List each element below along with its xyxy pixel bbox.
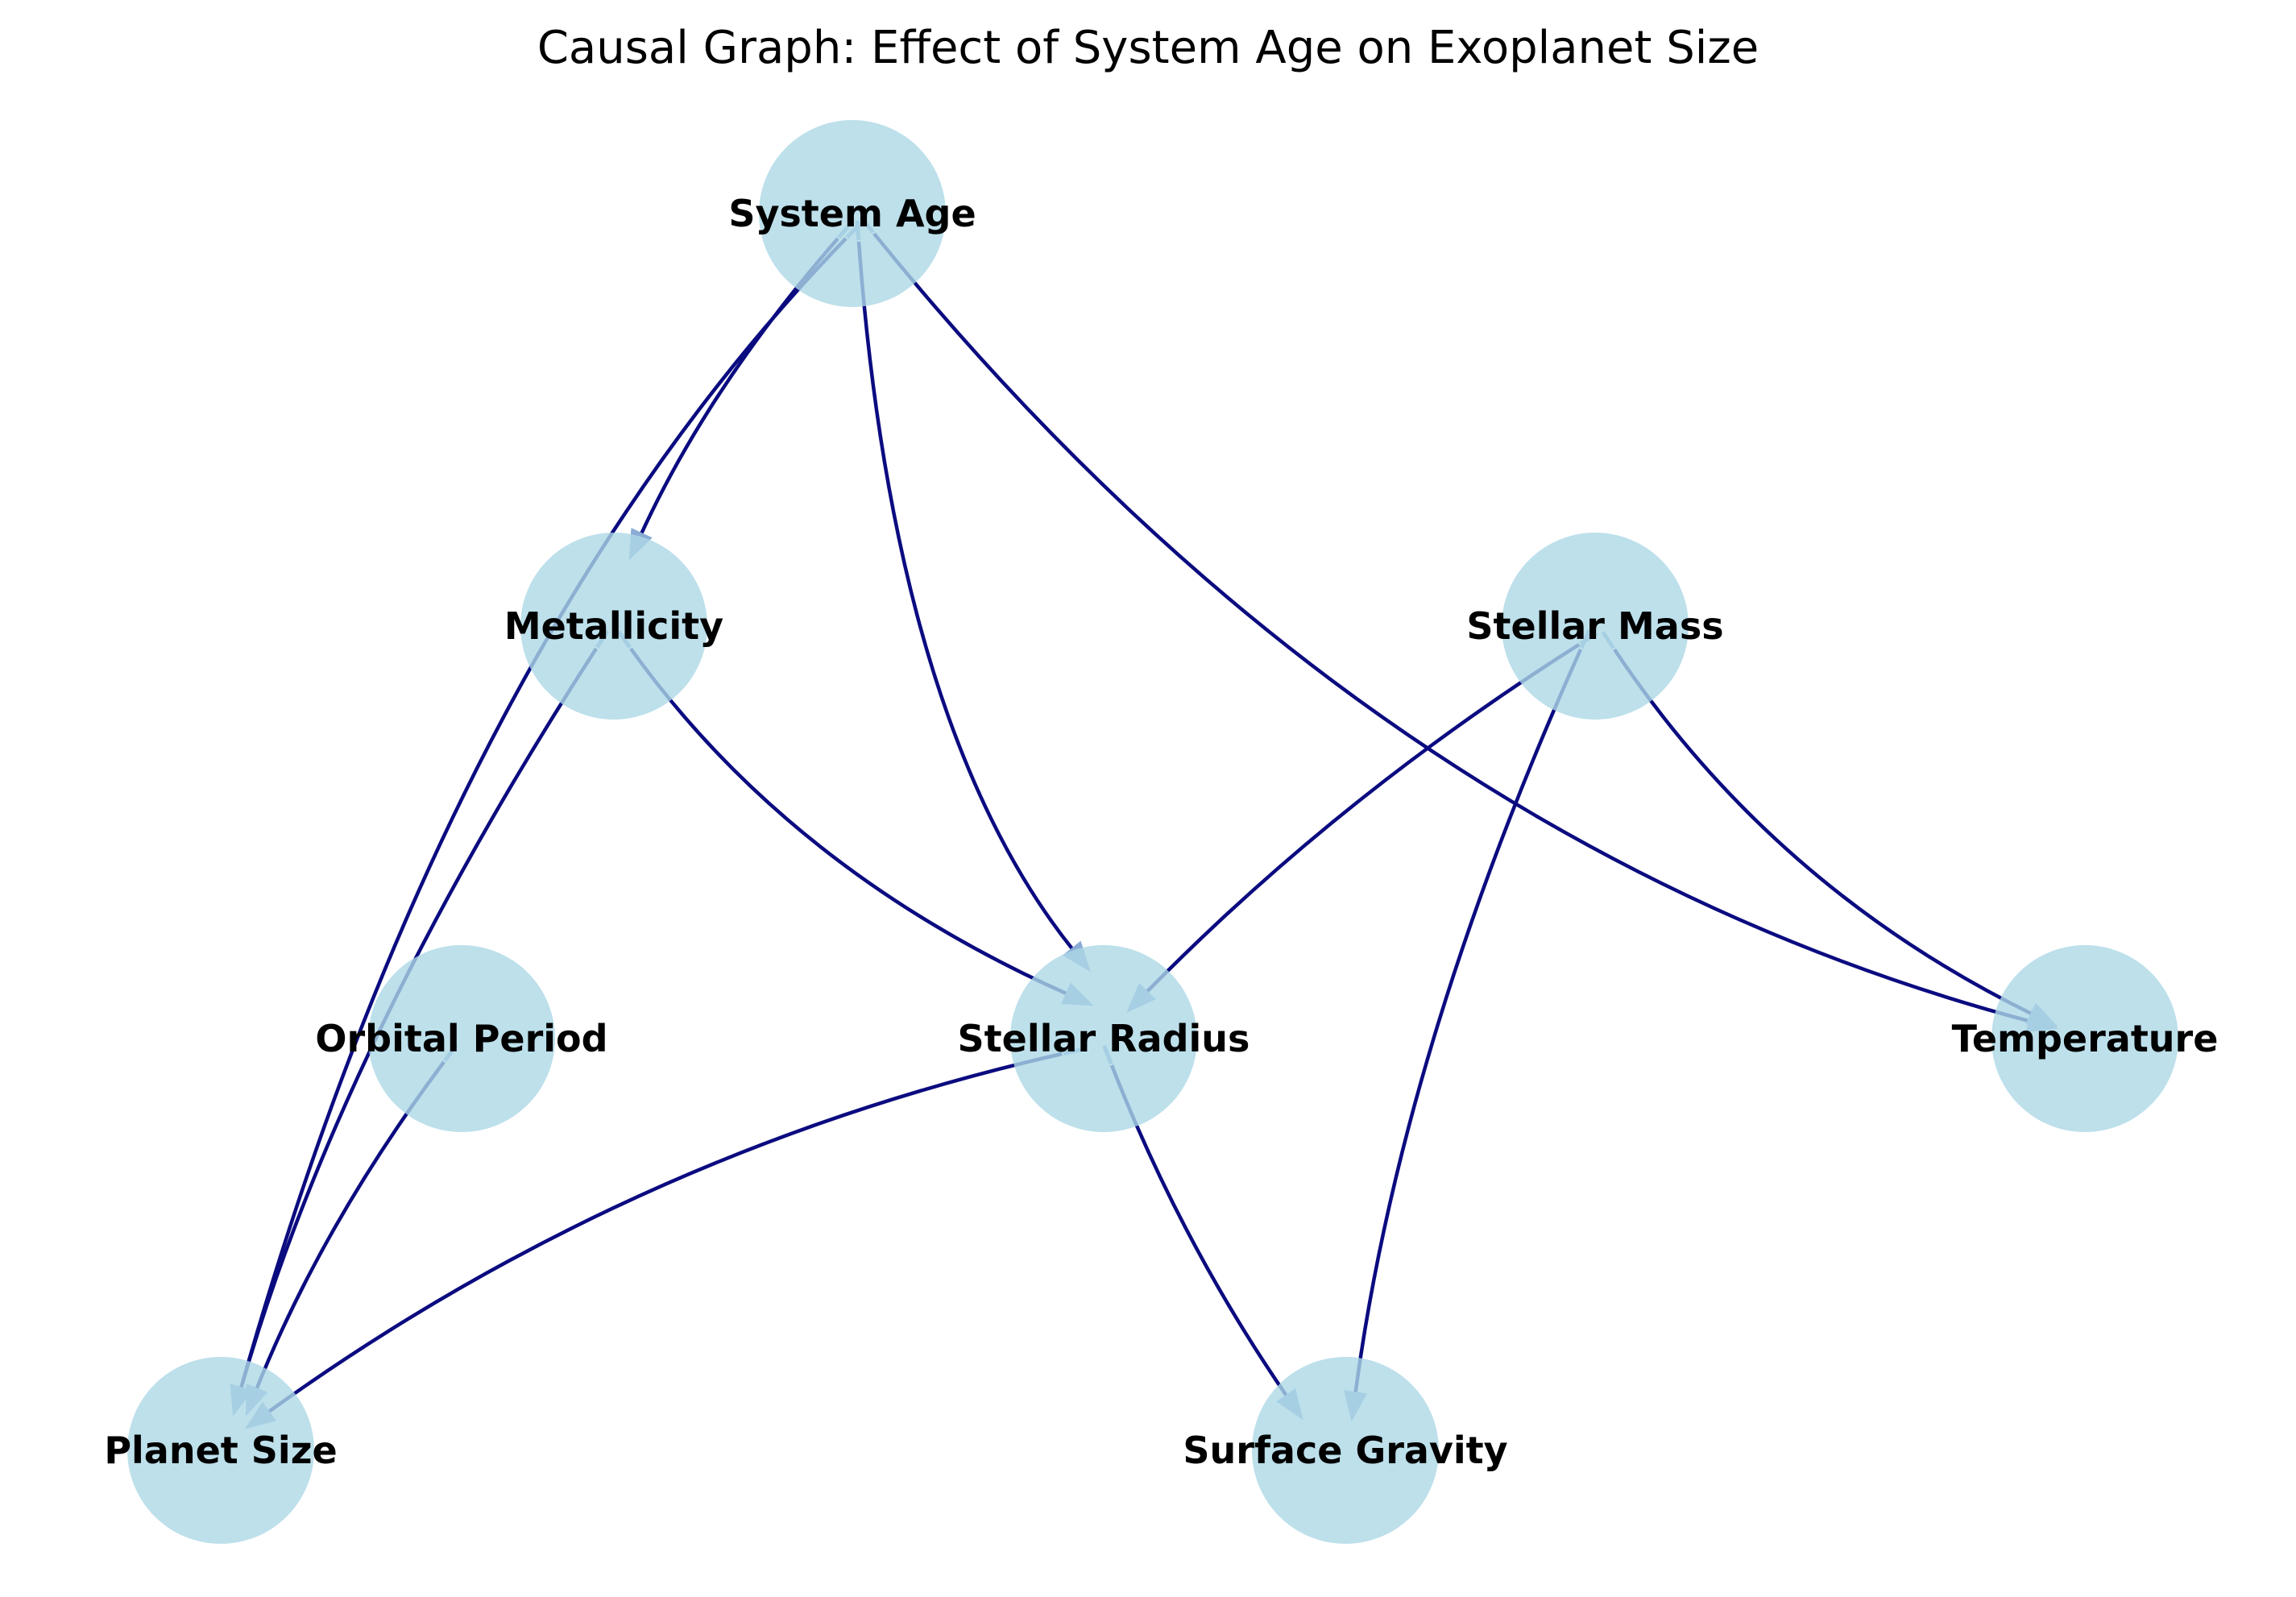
node-temperature-label: Temperature: [1952, 1017, 2219, 1060]
edge-system-age-to-temperature: [859, 216, 2058, 1032]
node-stellar-mass: [1502, 533, 1689, 720]
edge-line: [872, 232, 2030, 1023]
edge-line: [629, 647, 1067, 996]
node-metallicity-label: Metallicity: [504, 604, 723, 648]
node-orbital-period: [368, 945, 555, 1132]
edge-stellar-radius-to-planet-size: [244, 1047, 1083, 1429]
edge-line: [239, 237, 848, 1388]
labels-layer: System Age Metallicity Stellar Mass Orbital…: [104, 192, 2218, 1472]
node-system-age: [759, 120, 946, 307]
node-temperature: [1991, 945, 2178, 1132]
node-stellar-mass-label: Stellar Mass: [1466, 604, 1723, 648]
edge-line: [1146, 643, 1581, 993]
edge-metallicity-to-stellar-radius: [616, 630, 1094, 1006]
node-system-age-label: System Age: [728, 192, 976, 235]
edge-line: [856, 241, 1074, 950]
edge-system-age-to-stellar-radius: [855, 220, 1091, 973]
node-stellar-radius-label: Stellar Radius: [958, 1017, 1250, 1060]
nodes-layer: [127, 120, 2178, 1544]
node-metallicity: [520, 533, 707, 720]
node-planet-size: [127, 1357, 314, 1544]
node-surface-gravity-label: Surface Gravity: [1183, 1429, 1507, 1472]
node-stellar-radius: [1010, 945, 1197, 1132]
edge-stellar-mass-to-stellar-radius: [1126, 631, 1598, 1013]
edge-stellar-mass-to-temperature: [1601, 630, 2058, 1027]
edge-stellar-mass-to-surface-gravity: [1344, 629, 1591, 1422]
edge-line: [1353, 649, 1583, 1393]
edges-layer: [230, 216, 2058, 1429]
node-planet-size-label: Planet Size: [104, 1429, 337, 1472]
node-orbital-period-label: Orbital Period: [315, 1017, 607, 1060]
edge-line: [267, 1052, 1063, 1413]
edge-line: [1613, 648, 2033, 1016]
node-surface-gravity: [1252, 1357, 1439, 1544]
graph-title: Causal Graph: Effect of System Age on Ex…: [537, 22, 1759, 74]
edge-system-age-to-planet-size: [230, 222, 862, 1417]
